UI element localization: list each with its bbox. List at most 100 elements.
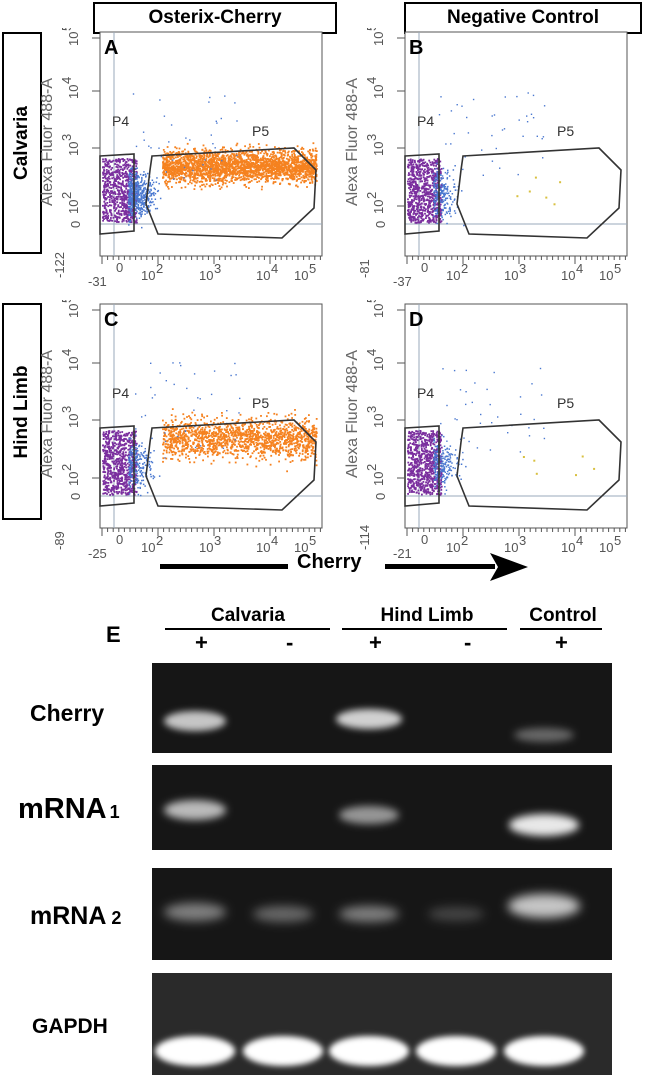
event-point-mixed <box>143 195 145 197</box>
event-point-positive <box>243 152 245 154</box>
event-point-mixed <box>236 120 237 121</box>
event-point-negative <box>109 201 111 203</box>
event-point-positive <box>529 191 531 193</box>
event-point-mixed <box>137 177 139 179</box>
event-point-negative <box>432 175 434 177</box>
event-point-mixed <box>140 201 142 203</box>
event-point-negative <box>119 213 121 215</box>
event-point-mixed <box>450 210 452 212</box>
event-point-positive <box>163 172 165 174</box>
event-point-positive <box>287 178 289 180</box>
event-point-positive <box>267 168 269 170</box>
event-point-positive <box>244 145 246 147</box>
event-point-positive <box>254 178 256 180</box>
event-point-negative <box>413 174 415 176</box>
event-point-negative <box>118 196 120 198</box>
event-point-negative <box>433 165 435 167</box>
event-point-negative <box>422 172 424 174</box>
event-point-mixed <box>434 194 436 196</box>
event-point-positive <box>257 151 259 153</box>
event-point-positive <box>269 155 271 157</box>
event-point-positive <box>222 166 224 168</box>
event-point-negative <box>432 171 434 173</box>
event-point-mixed <box>202 164 203 165</box>
row-header-calvaria-label: Calvaria <box>11 106 33 180</box>
event-point-negative <box>408 206 410 208</box>
event-point-positive <box>238 175 240 177</box>
x-tick-exp: 2 <box>461 261 468 276</box>
event-point-mixed <box>140 182 142 184</box>
event-point-positive <box>205 163 207 165</box>
event-point-mixed <box>137 200 139 202</box>
event-point-mixed <box>184 167 185 168</box>
event-point-mixed <box>528 92 529 93</box>
event-point-positive <box>258 143 260 145</box>
event-point-negative <box>413 220 415 222</box>
event-point-negative <box>103 190 105 192</box>
event-point-positive <box>209 180 211 182</box>
event-point-positive <box>305 175 307 177</box>
event-point-mixed <box>131 215 133 217</box>
event-point-mixed <box>130 178 132 180</box>
event-point-mixed <box>455 212 457 214</box>
event-point-positive <box>277 174 279 176</box>
event-point-positive <box>293 152 295 154</box>
event-point-mixed <box>142 211 144 213</box>
event-point-positive <box>220 163 222 165</box>
event-point-positive <box>189 172 191 174</box>
event-point-positive <box>554 203 556 205</box>
event-point-negative <box>411 204 413 206</box>
event-point-positive <box>237 165 239 167</box>
event-point-positive <box>302 180 304 182</box>
event-point-positive <box>171 172 173 174</box>
event-point-mixed <box>129 181 131 183</box>
event-point-mixed <box>139 194 141 196</box>
event-point-positive <box>268 175 270 177</box>
event-point-negative <box>424 193 426 195</box>
x-tick-exp: 2 <box>156 261 163 276</box>
event-point-negative <box>123 218 125 220</box>
event-point-mixed <box>440 177 442 179</box>
event-point-positive <box>181 164 183 166</box>
event-point-mixed <box>454 186 456 188</box>
event-point-mixed <box>519 119 520 120</box>
event-point-mixed <box>454 165 456 167</box>
event-point-mixed <box>435 179 437 181</box>
event-point-positive <box>175 182 177 184</box>
event-point-positive <box>292 159 294 161</box>
event-point-positive <box>198 159 200 161</box>
event-point-positive <box>230 171 232 173</box>
event-point-negative <box>437 204 439 206</box>
event-point-positive <box>224 157 226 159</box>
event-point-negative <box>421 206 423 208</box>
event-point-negative <box>118 192 120 194</box>
event-point-negative <box>118 177 120 179</box>
event-point-negative <box>126 183 128 185</box>
event-point-negative <box>117 193 119 195</box>
event-point-mixed <box>448 211 450 213</box>
event-point-positive <box>269 166 271 168</box>
event-point-negative <box>426 173 428 175</box>
event-point-mixed <box>449 208 451 210</box>
event-point-positive <box>162 165 164 167</box>
gate-p5-label: P5 <box>557 123 574 139</box>
event-point-positive <box>304 173 306 175</box>
event-point-negative <box>418 220 420 222</box>
event-point-positive <box>262 163 264 165</box>
event-point-mixed <box>143 209 145 211</box>
event-point-negative <box>411 168 413 170</box>
event-point-mixed <box>150 147 151 148</box>
event-point-negative <box>415 202 417 204</box>
event-point-positive <box>291 167 293 169</box>
event-point-positive <box>297 178 299 180</box>
event-point-positive <box>255 161 257 163</box>
event-point-negative <box>441 168 443 170</box>
event-point-positive <box>273 183 275 185</box>
event-point-mixed <box>129 176 131 178</box>
event-point-positive <box>274 160 276 162</box>
event-point-positive <box>249 146 251 148</box>
event-point-mixed <box>138 190 140 192</box>
event-point-negative <box>105 217 107 219</box>
event-point-mixed <box>143 190 145 192</box>
event-point-positive <box>311 157 313 159</box>
